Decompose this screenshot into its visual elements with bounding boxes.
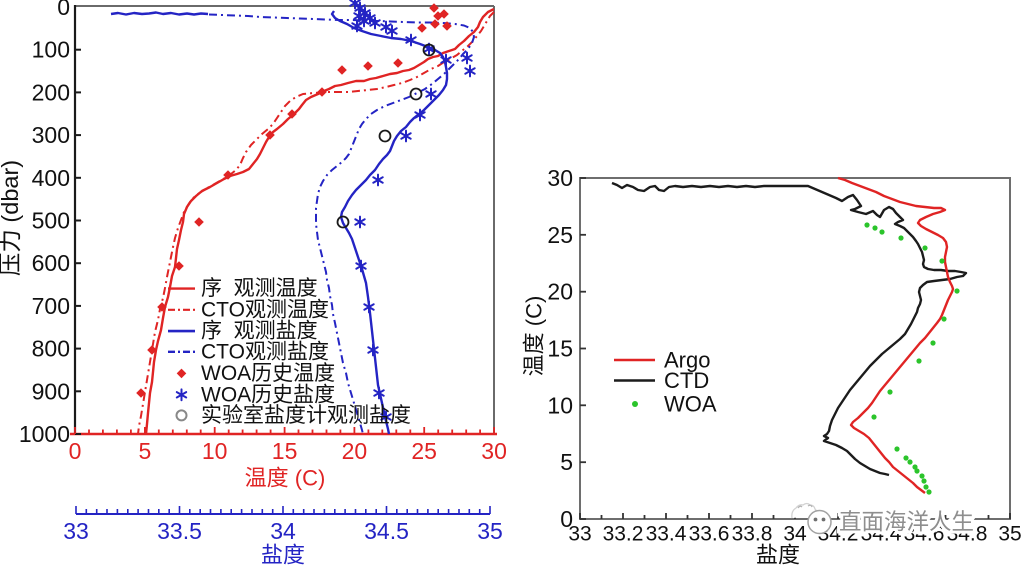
svg-text:34.4: 34.4 — [861, 523, 902, 546]
svg-text:0: 0 — [57, 0, 70, 20]
svg-text:200: 200 — [32, 79, 70, 105]
svg-text:400: 400 — [32, 165, 70, 191]
svg-text:300: 300 — [32, 122, 70, 148]
svg-text:Argo: Argo — [664, 348, 710, 373]
svg-text:15: 15 — [272, 438, 298, 464]
svg-text:34.6: 34.6 — [904, 523, 945, 546]
svg-text:CTD: CTD — [664, 368, 709, 393]
svg-text:0: 0 — [560, 506, 573, 532]
svg-text:15: 15 — [547, 336, 573, 362]
svg-text:33: 33 — [63, 518, 89, 544]
svg-text:33.5: 33.5 — [157, 518, 202, 544]
svg-text:5: 5 — [139, 438, 152, 464]
svg-text:1000: 1000 — [19, 421, 70, 447]
svg-text:WOA: WOA — [664, 392, 717, 417]
svg-text:100: 100 — [32, 37, 70, 63]
svg-text:压力 (dbar): 压力 (dbar) — [0, 160, 23, 276]
svg-text:800: 800 — [32, 336, 70, 362]
svg-text:700: 700 — [32, 293, 70, 319]
svg-text:直面海洋人生: 直面海洋人生 — [839, 510, 974, 535]
svg-text:35: 35 — [998, 523, 1021, 546]
svg-text:20: 20 — [547, 279, 573, 305]
svg-text:WOA历史盐度: WOA历史盐度 — [201, 383, 335, 406]
svg-text:序 观测盐度: 序 观测盐度 — [201, 320, 318, 343]
svg-text:33.8: 33.8 — [732, 523, 773, 546]
svg-text:WOA历史温度: WOA历史温度 — [201, 362, 335, 385]
svg-text:温度 (C): 温度 (C) — [522, 296, 547, 377]
svg-text:34.8: 34.8 — [947, 523, 988, 546]
svg-text:33: 33 — [568, 523, 591, 546]
svg-text:35: 35 — [477, 518, 503, 544]
svg-text:温度 (C): 温度 (C) — [245, 466, 326, 491]
svg-text:33.4: 33.4 — [646, 523, 687, 546]
svg-text:34.5: 34.5 — [364, 518, 409, 544]
svg-text:33.2: 33.2 — [603, 523, 644, 546]
svg-text:0: 0 — [69, 438, 82, 464]
svg-text:20: 20 — [342, 438, 368, 464]
svg-text:25: 25 — [411, 438, 437, 464]
svg-text:34: 34 — [783, 523, 807, 546]
svg-text:实验室盐度计观测盐度: 实验室盐度计观测盐度 — [201, 404, 411, 427]
svg-text:盐度: 盐度 — [261, 543, 305, 567]
svg-text:盐度: 盐度 — [756, 543, 800, 567]
svg-text:序 观测温度: 序 观测温度 — [201, 277, 318, 300]
svg-text:5: 5 — [560, 449, 573, 475]
svg-text:30: 30 — [547, 165, 573, 191]
svg-text:10: 10 — [547, 392, 573, 418]
svg-text:CTO观测盐度: CTO观测盐度 — [201, 340, 329, 363]
svg-text:10: 10 — [202, 438, 228, 464]
svg-text:900: 900 — [32, 378, 70, 404]
svg-text:直面海洋人生: 直面海洋人生 — [839, 510, 974, 535]
svg-text:600: 600 — [32, 250, 70, 276]
svg-text:30: 30 — [481, 438, 507, 464]
svg-text:33.6: 33.6 — [689, 523, 730, 546]
svg-text:34: 34 — [270, 518, 296, 544]
svg-text:500: 500 — [32, 208, 70, 234]
svg-text:25: 25 — [547, 222, 573, 248]
svg-text:CTO观测温度: CTO观测温度 — [201, 298, 329, 321]
